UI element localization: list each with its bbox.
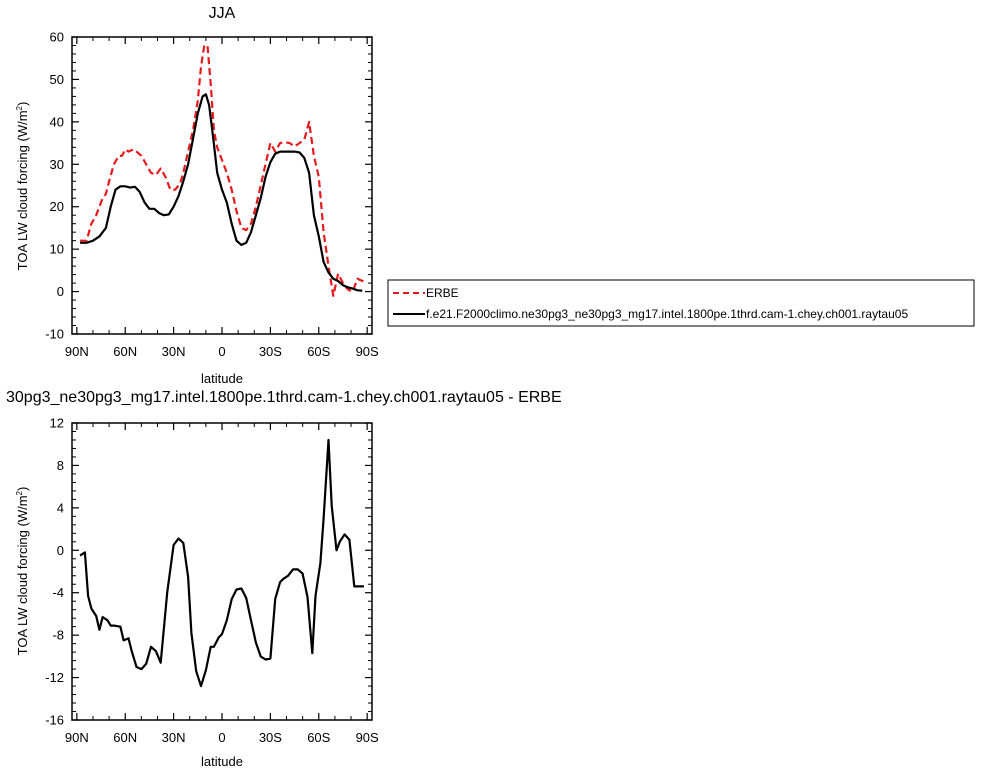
bottom-y-axis-label: TOA LW cloud forcing (W/m2) bbox=[15, 487, 30, 656]
top-chart: JJA 90N 60N 30N 0 30S 60S 90S -10 0 10 20 30 40 50 60… bbox=[15, 5, 379, 386]
bottom-x-tick-label: 30N bbox=[162, 730, 186, 745]
top-x-tick-label: 0 bbox=[218, 344, 225, 359]
bottom-chart: 30pg3_ne30pg3_mg17.intel.1800pe.1thrd.ca… bbox=[6, 389, 562, 769]
top-y-axis-label: TOA LW cloud forcing (W/m2) bbox=[15, 102, 30, 271]
bottom-y-tick-label: -16 bbox=[45, 713, 64, 728]
bottom-chart-series-layer bbox=[79, 438, 364, 688]
bottom-y-axis-label-sup: 2 bbox=[15, 490, 24, 495]
legend-label-erbe: ERBE bbox=[426, 286, 459, 300]
top-y-tick-label: -10 bbox=[45, 327, 64, 342]
bottom-y-tick-label: 8 bbox=[57, 458, 64, 473]
top-y-tick-label: 20 bbox=[50, 199, 64, 214]
top-x-axis: 90N 60N 30N 0 30S 60S 90S bbox=[65, 37, 379, 359]
top-chart-title: JJA bbox=[209, 5, 236, 22]
bottom-x-axis: 90N 60N 30N 0 30S 60S 90S bbox=[65, 423, 379, 745]
top-y-axis: -10 0 10 20 30 40 50 60 bbox=[45, 30, 372, 342]
bottom-y-tick-label: -12 bbox=[45, 670, 64, 685]
top-x-axis-label: latitude bbox=[201, 371, 243, 386]
top-series-line-erbe bbox=[80, 44, 365, 297]
bottom-y-axis: -16 -12 -8 -4 0 4 8 12 bbox=[45, 416, 372, 728]
top-chart-series-layer bbox=[80, 44, 365, 297]
top-y-axis-label-sup: 2 bbox=[15, 105, 24, 110]
top-plot-frame bbox=[71, 36, 373, 335]
top-series-line-model bbox=[80, 93, 363, 292]
bottom-y-tick-label: 0 bbox=[57, 543, 64, 558]
bottom-y-tick-label: -4 bbox=[52, 585, 64, 600]
bottom-chart-title: 30pg3_ne30pg3_mg17.intel.1800pe.1thrd.ca… bbox=[6, 389, 562, 406]
top-x-tick-label: 60N bbox=[113, 344, 137, 359]
legend: ERBE f.e21.F2000climo.ne30pg3_ne30pg3_mg… bbox=[387, 279, 975, 327]
top-x-tick-label: 90N bbox=[65, 344, 89, 359]
bottom-x-tick-label: 60N bbox=[113, 730, 137, 745]
top-y-tick-label: 0 bbox=[57, 284, 64, 299]
top-y-tick-label: 30 bbox=[50, 157, 64, 172]
bottom-x-tick-label: 90S bbox=[356, 730, 379, 745]
top-y-tick-label: 50 bbox=[50, 72, 64, 87]
bottom-x-tick-label: 60S bbox=[307, 730, 330, 745]
bottom-x-tick-label: 30S bbox=[259, 730, 282, 745]
top-y-tick-label: 40 bbox=[50, 114, 64, 129]
bottom-x-axis-label: latitude bbox=[201, 754, 243, 769]
bottom-y-tick-label: -8 bbox=[52, 628, 64, 643]
bottom-y-tick-label: 4 bbox=[57, 500, 64, 515]
top-x-tick-label: 30N bbox=[162, 344, 186, 359]
top-x-tick-label: 60S bbox=[307, 344, 330, 359]
bottom-x-tick-label: 90N bbox=[65, 730, 89, 745]
top-y-tick-label: 60 bbox=[50, 30, 64, 45]
bottom-series-line-difference bbox=[79, 438, 364, 688]
top-x-tick-label: 30S bbox=[259, 344, 282, 359]
bottom-x-tick-label: 0 bbox=[218, 730, 225, 745]
legend-label-model: f.e21.F2000climo.ne30pg3_ne30pg3_mg17.in… bbox=[426, 307, 908, 321]
top-x-tick-label: 90S bbox=[356, 344, 379, 359]
bottom-y-tick-label: 12 bbox=[50, 416, 64, 431]
legend-box bbox=[387, 279, 975, 327]
top-y-tick-label: 10 bbox=[50, 242, 64, 257]
